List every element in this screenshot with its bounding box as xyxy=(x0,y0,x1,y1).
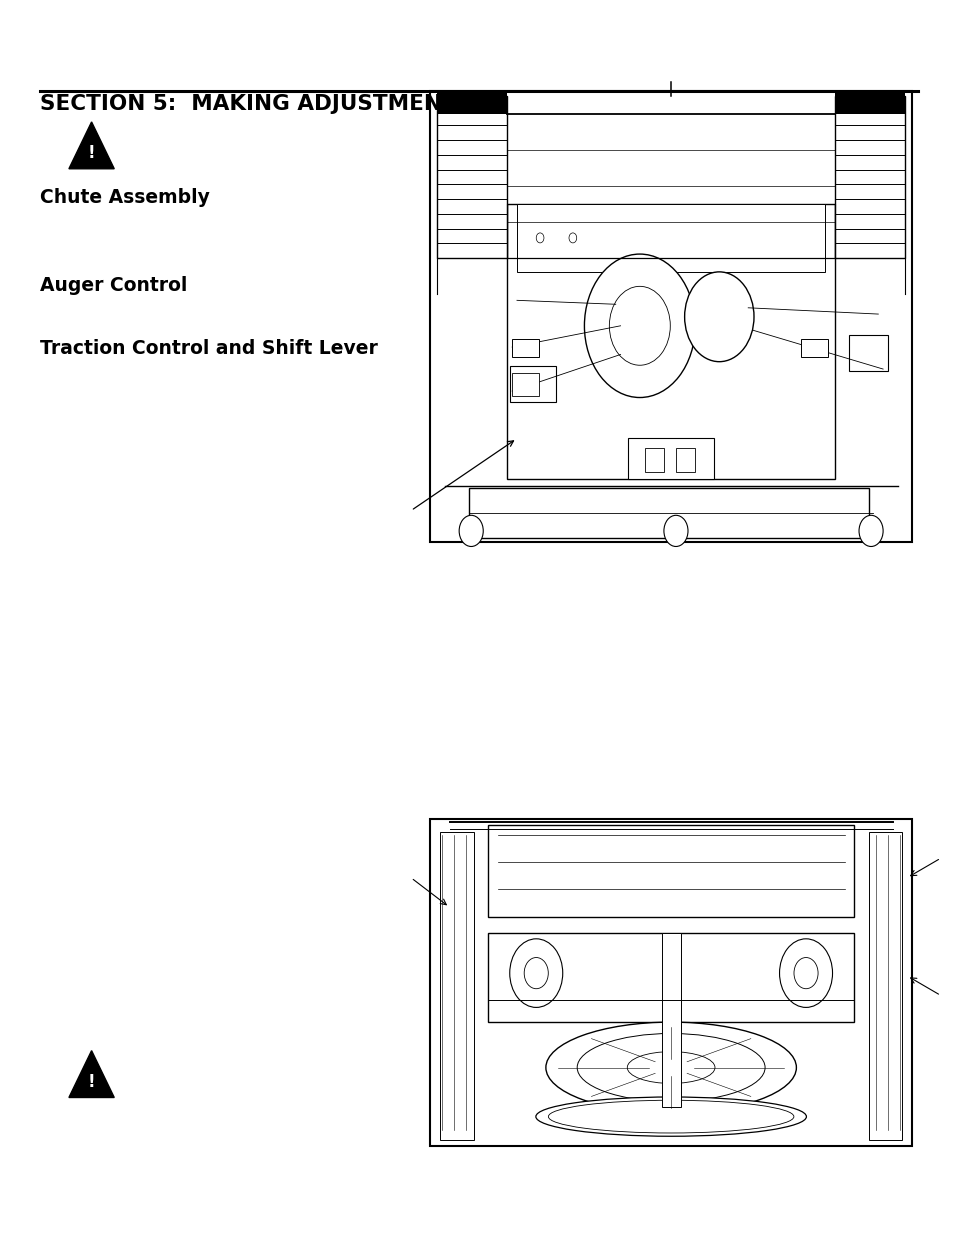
Text: !: ! xyxy=(88,1073,95,1091)
Bar xyxy=(509,367,555,403)
Text: Traction Control and Shift Lever: Traction Control and Shift Lever xyxy=(40,338,377,358)
Text: Auger Control: Auger Control xyxy=(40,275,187,295)
Bar xyxy=(488,825,853,916)
Circle shape xyxy=(568,233,577,243)
Circle shape xyxy=(609,287,670,366)
Circle shape xyxy=(523,957,548,989)
Bar xyxy=(437,96,507,258)
Ellipse shape xyxy=(548,1100,793,1132)
Ellipse shape xyxy=(577,1034,764,1102)
Circle shape xyxy=(663,515,687,546)
Bar xyxy=(834,91,903,114)
Circle shape xyxy=(509,939,562,1008)
Bar xyxy=(868,832,902,1140)
Bar xyxy=(644,447,663,472)
Circle shape xyxy=(793,957,818,989)
Ellipse shape xyxy=(536,1097,805,1136)
Ellipse shape xyxy=(545,1023,796,1113)
Bar xyxy=(801,340,827,357)
Circle shape xyxy=(584,254,695,398)
Circle shape xyxy=(779,939,832,1008)
Polygon shape xyxy=(69,1051,114,1098)
Bar xyxy=(488,934,853,1021)
Polygon shape xyxy=(69,122,114,169)
Bar xyxy=(517,204,824,272)
Bar xyxy=(437,91,507,114)
Bar xyxy=(507,204,834,479)
Bar xyxy=(660,934,680,1107)
Bar xyxy=(468,488,868,537)
Circle shape xyxy=(684,272,753,362)
Circle shape xyxy=(536,233,543,243)
Bar xyxy=(512,340,538,357)
Bar xyxy=(430,91,911,542)
Text: SECTION 5:  MAKING ADJUSTMENTS: SECTION 5: MAKING ADJUSTMENTS xyxy=(40,95,472,115)
Bar xyxy=(627,438,714,479)
Bar xyxy=(512,373,538,395)
Bar xyxy=(676,447,695,472)
Bar xyxy=(430,819,911,1146)
Bar xyxy=(834,96,903,258)
Circle shape xyxy=(858,515,882,546)
Bar xyxy=(848,335,887,370)
Circle shape xyxy=(458,515,483,546)
Bar xyxy=(439,832,473,1140)
Ellipse shape xyxy=(627,1052,714,1083)
Text: !: ! xyxy=(88,144,95,162)
Text: Chute Assembly: Chute Assembly xyxy=(40,188,210,207)
